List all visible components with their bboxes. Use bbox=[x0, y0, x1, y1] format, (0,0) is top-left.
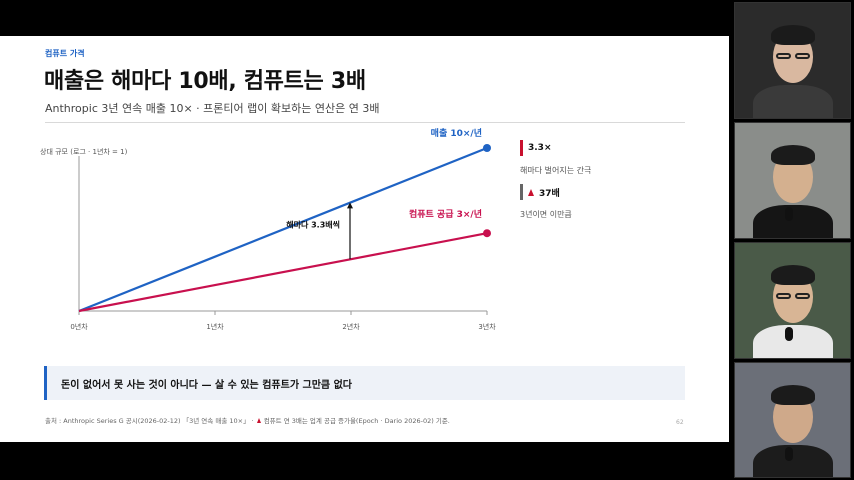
source-note: 출처 : Anthropic Series G 공시(2026-02-12) 「… bbox=[45, 415, 450, 425]
person-body bbox=[753, 445, 833, 477]
slide-subtitle: Anthropic 3년 연속 매출 10× · 프론티어 랩이 확보하는 연산… bbox=[45, 102, 380, 115]
page-number: 62 bbox=[676, 419, 684, 426]
source-text-2: 컴퓨트 연 3배는 업계 공급 증가율(Epoch · Dario 2026-0… bbox=[263, 417, 450, 425]
series-line-2 bbox=[78, 232, 488, 313]
growth-line-chart: 상대 규모 (로그 · 1년차 = 1) 0년차 1년차 2년차 3년차 매출 10×/년… bbox=[40, 127, 496, 331]
glasses-left bbox=[776, 293, 791, 299]
microphone bbox=[785, 447, 793, 461]
cumulative-stat-value: 37배 bbox=[539, 188, 560, 199]
gap-stat-value: 3.3× bbox=[528, 143, 552, 153]
gap-stat-label: 해마다 벌어지는 간극 bbox=[520, 166, 592, 175]
cumulative-stat: 37배 3년이면 이만큼 bbox=[520, 184, 700, 220]
series-endpoint-2 bbox=[483, 229, 491, 238]
slide-title: 매출은 해마다 10배, 컴퓨트는 3배 bbox=[44, 69, 366, 94]
person-body bbox=[753, 205, 833, 238]
key-message-callout: 돈이 없어서 못 사는 것이 아니다 — 살 수 있는 컴퓨트가 그만큼 없다 bbox=[44, 366, 685, 400]
participant-video-4[interactable] bbox=[734, 362, 851, 478]
gap-stat: 3.3× 해마다 벌어지는 간극 bbox=[520, 140, 700, 176]
person-hair bbox=[771, 265, 815, 285]
presentation-slide: 컴퓨트 가격 매출은 해마다 10배, 컴퓨트는 3배 Anthropic 3년… bbox=[0, 36, 729, 442]
person-hair bbox=[771, 145, 815, 165]
series-endpoint-1 bbox=[483, 144, 491, 152]
up-triangle-icon bbox=[256, 417, 261, 423]
gap-annotation-label: 해마다 3.3배씩 bbox=[286, 220, 340, 230]
x-tick-label: 1년차 bbox=[206, 322, 224, 331]
person-hair bbox=[771, 25, 815, 45]
cumulative-stat-label: 3년이면 이만큼 bbox=[520, 210, 572, 219]
callout-text: 돈이 없어서 못 사는 것이 아니다 — 살 수 있는 컴퓨트가 그만큼 없다 bbox=[61, 380, 352, 391]
microphone bbox=[785, 207, 793, 221]
person-hair bbox=[771, 385, 815, 405]
y-axis-label: 상대 규모 (로그 · 1년차 = 1) bbox=[40, 147, 128, 156]
microphone bbox=[785, 327, 793, 341]
x-tick-label: 0년차 bbox=[70, 322, 88, 331]
x-tick-label: 3년차 bbox=[478, 322, 496, 331]
gap-stat-marker bbox=[520, 140, 523, 156]
series-line-1 bbox=[78, 146, 488, 313]
gap-arrow-head bbox=[347, 202, 353, 209]
cumulative-stat-marker bbox=[520, 184, 523, 200]
glasses-right bbox=[795, 293, 810, 299]
participant-video-1[interactable] bbox=[734, 2, 851, 119]
series-label-1: 매출 10×/년 bbox=[431, 127, 482, 139]
person-body bbox=[753, 325, 833, 358]
series-label-2: 컴퓨트 공급 3×/년 bbox=[409, 208, 482, 220]
participant-video-3[interactable] bbox=[734, 242, 851, 359]
title-divider bbox=[45, 122, 685, 123]
glasses-right bbox=[795, 53, 810, 59]
x-tick-label: 2년차 bbox=[342, 322, 360, 331]
glasses-left bbox=[776, 53, 791, 59]
slide-kicker: 컴퓨트 가격 bbox=[45, 49, 85, 58]
up-triangle-icon bbox=[528, 188, 534, 196]
source-text-1: 출처 : Anthropic Series G 공시(2026-02-12) 「… bbox=[45, 417, 254, 425]
person-body bbox=[753, 85, 833, 118]
participant-video-2[interactable] bbox=[734, 122, 851, 239]
